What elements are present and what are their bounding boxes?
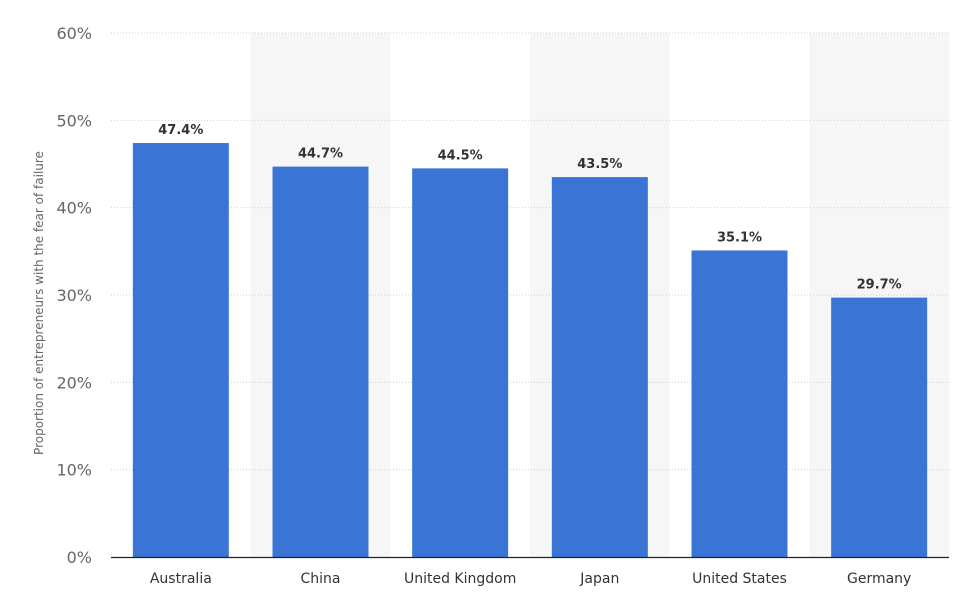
bars: [132, 143, 928, 558]
x-tick-label: United States: [692, 571, 787, 587]
data-label: 47.4%: [158, 123, 203, 138]
y-tick-label: 20%: [56, 373, 92, 392]
y-axis-ticks: 0% 10% 20% 30% 40% 50% 60%: [56, 24, 92, 567]
bar-united-kingdom: [412, 168, 509, 557]
y-axis-label: Proportion of entrepreneurs with the fea…: [32, 151, 46, 455]
bar-japan: [551, 177, 648, 557]
bar-china: [272, 166, 369, 557]
data-labels: 47.4% 44.7% 44.5% 43.5% 35.1% 29.7%: [158, 123, 901, 293]
data-label: 43.5%: [577, 157, 622, 172]
y-tick-label: 0%: [67, 548, 92, 567]
x-tick-label: China: [301, 571, 341, 587]
bar-australia: [132, 143, 229, 558]
x-tick-label: Germany: [847, 571, 911, 587]
data-label: 29.7%: [857, 278, 902, 293]
y-tick-label: 50%: [56, 111, 92, 130]
data-label: 44.5%: [438, 148, 483, 163]
x-axis-ticks: Australia China United Kingdom Japan United …: [150, 571, 911, 587]
bar-germany: [831, 297, 928, 557]
y-tick-label: 60%: [56, 24, 92, 43]
x-tick-label: United Kingdom: [404, 571, 516, 587]
x-tick-label: Australia: [150, 571, 212, 587]
x-tick-label: Japan: [579, 571, 619, 587]
y-tick-label: 30%: [56, 286, 92, 305]
y-tick-label: 40%: [56, 199, 92, 218]
data-label: 35.1%: [717, 230, 762, 245]
data-label: 44.7%: [298, 147, 343, 162]
y-tick-label: 10%: [56, 461, 92, 480]
bar-united-states: [691, 250, 788, 557]
